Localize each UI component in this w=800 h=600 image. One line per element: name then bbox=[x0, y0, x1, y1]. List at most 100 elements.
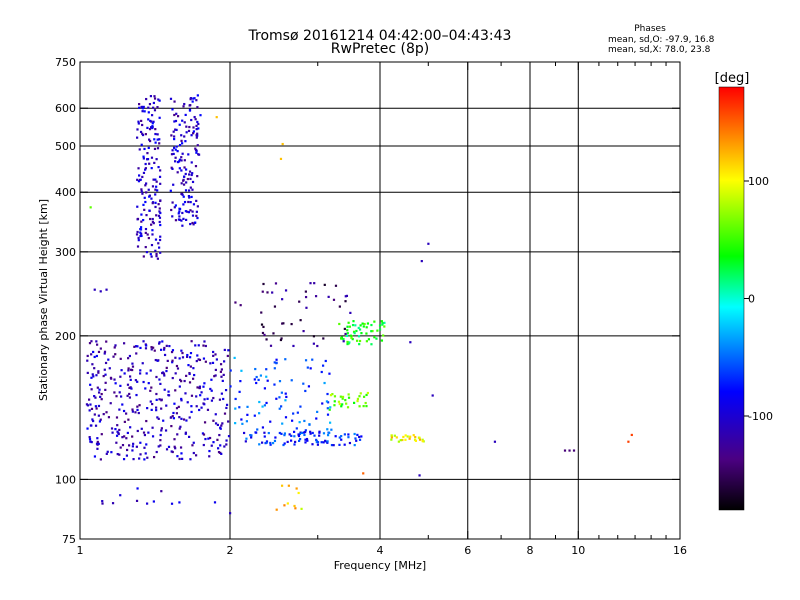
data-point bbox=[282, 322, 285, 325]
data-point bbox=[299, 431, 302, 434]
colorbar-tick-label: -100 bbox=[748, 410, 773, 423]
data-point bbox=[212, 350, 215, 354]
data-point bbox=[175, 364, 179, 368]
data-point bbox=[338, 436, 341, 439]
data-point bbox=[269, 443, 272, 446]
data-point bbox=[121, 443, 125, 447]
data-point bbox=[265, 440, 269, 443]
data-point bbox=[220, 375, 223, 378]
data-point bbox=[216, 423, 219, 427]
data-point bbox=[320, 370, 323, 374]
data-point bbox=[223, 360, 226, 363]
data-point bbox=[158, 210, 161, 213]
data-point bbox=[281, 422, 284, 425]
data-point bbox=[158, 216, 162, 219]
data-point bbox=[144, 231, 147, 234]
data-point bbox=[101, 500, 104, 503]
data-point bbox=[194, 118, 197, 121]
data-point bbox=[187, 153, 190, 156]
data-point bbox=[138, 174, 141, 177]
data-point bbox=[145, 214, 148, 217]
data-point bbox=[90, 424, 93, 427]
data-point bbox=[175, 128, 178, 132]
data-point bbox=[239, 379, 242, 383]
data-point bbox=[189, 365, 192, 368]
data-point bbox=[92, 375, 95, 378]
data-point bbox=[315, 440, 318, 444]
data-point bbox=[348, 325, 351, 328]
data-point bbox=[123, 435, 126, 438]
data-point bbox=[103, 368, 106, 371]
data-point bbox=[171, 359, 174, 362]
data-point bbox=[295, 427, 298, 430]
data-point bbox=[161, 340, 164, 343]
data-point bbox=[181, 356, 185, 359]
colorbar-tick-label: 100 bbox=[748, 175, 769, 188]
data-point bbox=[144, 227, 148, 231]
data-point bbox=[101, 502, 104, 505]
data-point bbox=[159, 235, 162, 238]
data-point bbox=[297, 434, 301, 438]
data-point bbox=[265, 338, 268, 341]
data-point bbox=[131, 362, 134, 365]
data-point bbox=[356, 399, 359, 403]
data-point bbox=[131, 408, 134, 411]
data-point bbox=[119, 395, 123, 398]
data-point bbox=[184, 113, 187, 117]
data-point bbox=[128, 354, 132, 358]
data-point bbox=[203, 382, 206, 385]
data-point bbox=[329, 394, 333, 397]
data-point bbox=[105, 411, 108, 414]
data-point bbox=[191, 180, 195, 184]
data-point bbox=[141, 192, 144, 195]
data-point bbox=[219, 370, 223, 373]
data-point bbox=[89, 383, 92, 386]
data-point bbox=[165, 366, 168, 369]
data-point bbox=[294, 440, 297, 444]
data-point bbox=[141, 175, 144, 179]
data-point bbox=[163, 388, 166, 391]
data-point bbox=[180, 399, 183, 402]
data-point bbox=[219, 444, 222, 447]
data-point bbox=[263, 333, 266, 337]
data-point bbox=[193, 115, 196, 119]
data-point bbox=[225, 403, 229, 406]
data-point bbox=[129, 375, 132, 378]
data-point bbox=[90, 340, 93, 343]
data-point bbox=[187, 200, 190, 204]
data-point bbox=[357, 326, 360, 330]
data-point bbox=[161, 371, 164, 375]
data-point bbox=[358, 405, 361, 408]
chart-subtitle: RwPretec (8p) bbox=[331, 41, 429, 57]
data-point bbox=[265, 375, 268, 378]
data-point bbox=[227, 420, 230, 423]
data-point bbox=[149, 217, 152, 221]
data-point bbox=[150, 348, 153, 351]
data-point bbox=[185, 131, 188, 134]
data-point bbox=[302, 330, 305, 333]
data-point bbox=[174, 372, 177, 375]
data-point bbox=[260, 323, 264, 326]
data-point bbox=[133, 345, 136, 348]
data-point bbox=[195, 359, 198, 363]
data-point bbox=[342, 340, 345, 343]
data-point bbox=[290, 434, 293, 437]
data-point bbox=[304, 290, 307, 293]
data-point bbox=[155, 185, 158, 188]
data-point bbox=[159, 182, 162, 185]
data-point bbox=[212, 419, 215, 422]
data-point bbox=[256, 428, 259, 431]
data-point bbox=[158, 238, 162, 242]
data-point bbox=[152, 222, 155, 225]
data-point bbox=[136, 380, 139, 383]
data-point bbox=[300, 507, 303, 510]
data-point bbox=[141, 110, 144, 113]
data-point bbox=[105, 340, 108, 343]
data-point bbox=[147, 382, 150, 385]
data-point bbox=[153, 138, 156, 141]
data-point bbox=[158, 138, 161, 141]
data-point bbox=[266, 379, 269, 382]
data-point bbox=[204, 437, 207, 441]
data-point bbox=[165, 344, 168, 347]
data-point bbox=[183, 200, 187, 204]
